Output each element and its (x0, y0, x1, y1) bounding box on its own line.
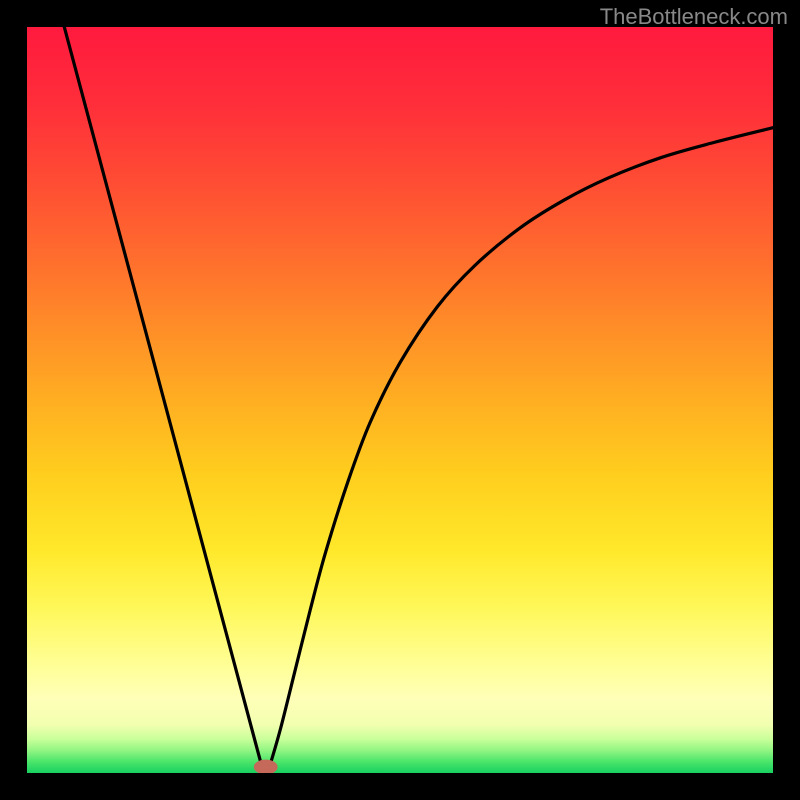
chart-svg (27, 27, 773, 773)
watermark-text: TheBottleneck.com (600, 4, 788, 30)
plot-area (27, 27, 773, 773)
chart-container: TheBottleneck.com (0, 0, 800, 800)
